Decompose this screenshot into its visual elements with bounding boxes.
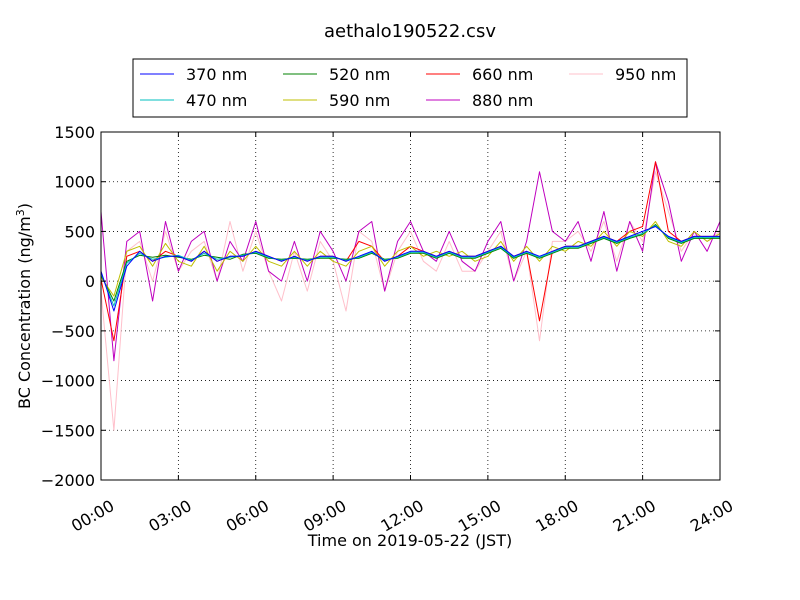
chart-title: aethalo190522.csv	[324, 21, 496, 42]
series-line-950-nm	[100, 171, 721, 431]
x-tick-label: 00:00	[68, 496, 117, 536]
legend-label: 520 nm	[329, 65, 390, 84]
legend: 370 nm 470 nm 520 nm 590 nm 660 nm 880 nm 950 …	[132, 58, 688, 118]
legend-label: 370 nm	[186, 65, 247, 84]
legend-entry: 950 nm	[569, 65, 676, 84]
series-line-370-nm	[100, 226, 720, 312]
x-tick-label: 18:00	[532, 496, 581, 536]
y-tick-label: 1500	[54, 123, 95, 142]
legend-entry: 520 nm	[283, 65, 390, 84]
x-tick-label: 21:00	[610, 496, 659, 536]
legend-entry: 470 nm	[140, 91, 247, 110]
legend-label: 470 nm	[186, 91, 247, 110]
y-tick-label: −2000	[41, 471, 95, 490]
y-tick-label: 500	[64, 222, 95, 241]
x-tick-label: 09:00	[300, 496, 349, 536]
y-tick-label: 1000	[54, 173, 95, 192]
x-tick-label: 12:00	[377, 496, 426, 536]
x-tick-label: 15:00	[455, 496, 504, 536]
y-axis-label-main: BC Concentration (ng/m	[15, 216, 34, 409]
legend-label: 950 nm	[615, 65, 676, 84]
x-axis-label: Time on 2019-05-22 (JST)	[307, 531, 512, 550]
legend-frame	[132, 58, 688, 118]
x-tick-labels: 00:00 03:00 06:00 09:00 12:00 15:00 18:00 21:00…	[68, 496, 736, 536]
y-axis-label: BC Concentration (ng/m3)	[14, 203, 34, 409]
legend-label: 880 nm	[472, 91, 533, 110]
x-tick-label: 06:00	[223, 496, 272, 536]
y-tick-label: −500	[51, 322, 95, 341]
series-line-520-nm	[100, 224, 720, 302]
y-axis-label-end: )	[15, 203, 34, 209]
legend-label: 590 nm	[329, 91, 390, 110]
y-tick-label: −1500	[41, 421, 95, 440]
x-tick-label: 24:00	[687, 496, 736, 536]
series-line-880-nm	[100, 161, 721, 362]
series-line-470-nm	[100, 225, 720, 307]
y-tick-label: −1000	[41, 372, 95, 391]
x-tick-label: 03:00	[145, 496, 194, 536]
y-tick-labels: −2000 −1500 −1000 −500 0 500 1000 1500	[41, 123, 95, 490]
y-axis-label-sup: 3	[14, 209, 27, 216]
grid	[101, 132, 720, 480]
legend-entry: 880 nm	[426, 91, 533, 110]
series-line-590-nm	[100, 221, 721, 297]
legend-entry: 590 nm	[283, 91, 390, 110]
legend-entry: 370 nm	[140, 65, 247, 84]
legend-label: 660 nm	[472, 65, 533, 84]
axis-ticks	[100, 131, 721, 481]
series-lines	[100, 161, 721, 431]
y-tick-label: 0	[85, 272, 95, 291]
legend-entry: 660 nm	[426, 65, 533, 84]
